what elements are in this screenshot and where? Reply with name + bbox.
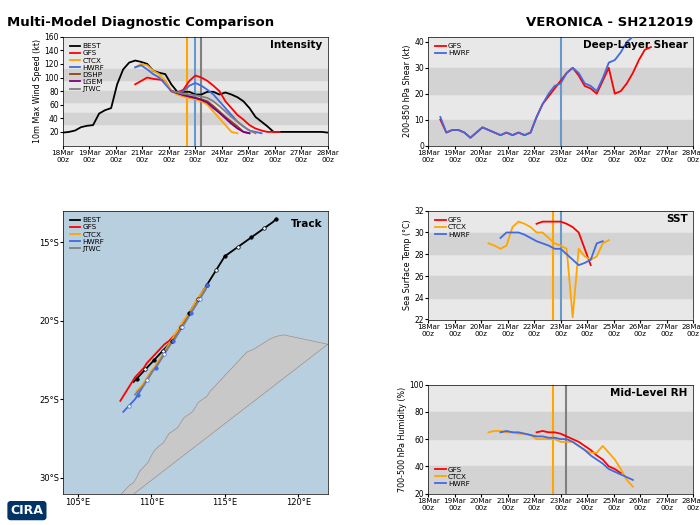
Bar bbox=[63, 69, 328, 80]
Text: VERONICA - SH212019: VERONICA - SH212019 bbox=[526, 16, 693, 29]
Legend: BEST, GFS, CTCX, HWRF, JTWC: BEST, GFS, CTCX, HWRF, JTWC bbox=[66, 214, 107, 255]
Text: Mid-Level RH: Mid-Level RH bbox=[610, 388, 687, 398]
Legend: BEST, GFS, CTCX, HWRF, DSHP, LGEM, JTWC: BEST, GFS, CTCX, HWRF, DSHP, LGEM, JTWC bbox=[66, 40, 107, 95]
Bar bbox=[428, 120, 693, 145]
Text: SST: SST bbox=[666, 214, 687, 224]
Legend: GFS, CTCX, HWRF: GFS, CTCX, HWRF bbox=[432, 214, 472, 240]
Bar bbox=[428, 412, 693, 439]
Y-axis label: Sea Surface Temp (°C): Sea Surface Temp (°C) bbox=[402, 220, 412, 310]
Y-axis label: 200-850 hPa Shear (kt): 200-850 hPa Shear (kt) bbox=[402, 45, 412, 138]
Polygon shape bbox=[63, 335, 328, 525]
Bar bbox=[428, 233, 693, 254]
Text: Deep-Layer Shear: Deep-Layer Shear bbox=[583, 40, 687, 50]
Text: CIRA: CIRA bbox=[10, 504, 43, 517]
Y-axis label: 700-500 hPa Humidity (%): 700-500 hPa Humidity (%) bbox=[398, 386, 407, 492]
Text: Intensity: Intensity bbox=[270, 40, 323, 50]
Bar bbox=[428, 276, 693, 298]
Legend: GFS, HWRF: GFS, HWRF bbox=[432, 40, 472, 59]
Legend: GFS, CTCX, HWRF: GFS, CTCX, HWRF bbox=[432, 464, 472, 490]
Bar bbox=[63, 113, 328, 124]
Text: Multi-Model Diagnostic Comparison: Multi-Model Diagnostic Comparison bbox=[7, 16, 274, 29]
Bar bbox=[428, 68, 693, 94]
Y-axis label: 10m Max Wind Speed (kt): 10m Max Wind Speed (kt) bbox=[33, 39, 41, 143]
Bar bbox=[63, 91, 328, 102]
Bar bbox=[428, 466, 693, 493]
Text: Track: Track bbox=[290, 219, 323, 229]
